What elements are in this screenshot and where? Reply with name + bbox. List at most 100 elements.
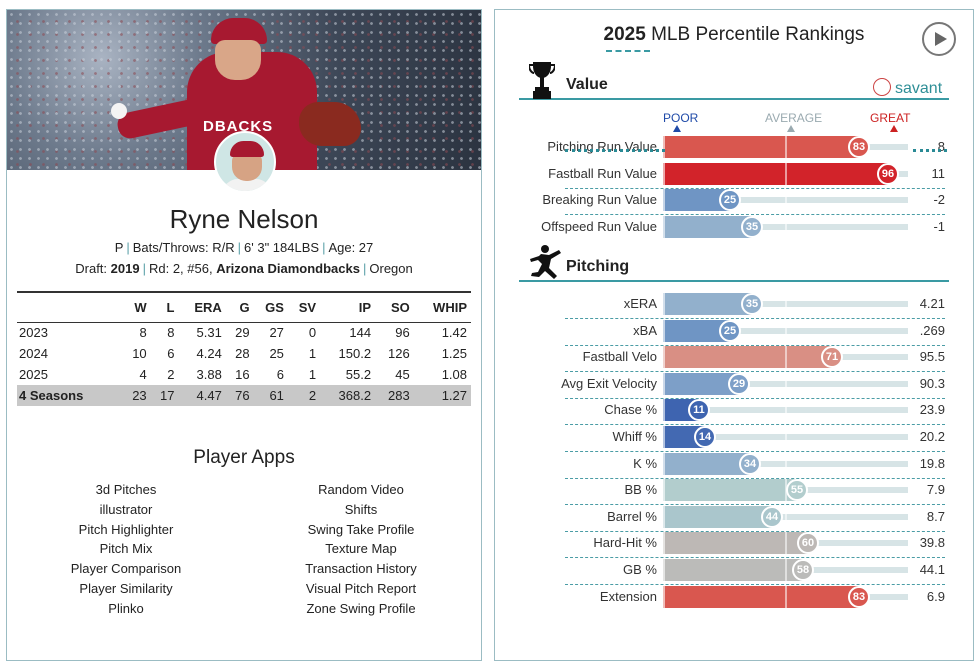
stats-header-w[interactable]: W <box>122 291 151 323</box>
percentile-bubble: 83 <box>848 136 870 158</box>
table-cell: 1.25 <box>441 346 467 361</box>
metric-name: xERA <box>623 296 657 311</box>
app-link-player-similarity[interactable]: Player Similarity <box>79 580 173 596</box>
table-cell: 5.31 <box>196 325 222 341</box>
stats-header-g[interactable]: G <box>225 291 254 323</box>
percentile-bubble: 55 <box>786 479 808 502</box>
app-link-shifts[interactable]: Shifts <box>344 501 378 517</box>
percentile-bubble: 60 <box>797 532 819 555</box>
percentile-fill <box>663 452 750 475</box>
table-cell: 144 <box>349 325 372 341</box>
metric-row-extension[interactable]: Extension 83 6.9 <box>495 585 973 608</box>
percentile-bar: 25 <box>663 189 908 212</box>
metric-row-pitching-run-value[interactable]: Pitching Run Value 83 8 <box>495 136 973 158</box>
value-section-label: Value <box>566 76 608 93</box>
table-cell: 25 <box>269 346 284 361</box>
app-link-random-video[interactable]: Random Video <box>318 482 404 497</box>
app-link-swing-take-profile[interactable]: Swing Take Profile <box>307 521 415 537</box>
app-link-transaction-history[interactable]: Transaction History <box>305 561 417 577</box>
metric-row-fastball-run-value[interactable]: Fastball Run Value 96 11 <box>495 162 973 189</box>
table-cell: 2 <box>167 367 175 382</box>
percentile-bubble: 35 <box>741 216 763 239</box>
baseball-icon <box>873 78 891 96</box>
app-link-texture-map[interactable]: Texture Map <box>325 541 397 557</box>
stats-header-so[interactable]: SO <box>375 291 414 323</box>
scale-average-marker <box>787 125 795 132</box>
percentile-bar: 29 <box>663 372 908 395</box>
percentile-fill <box>663 216 752 239</box>
metric-row-breaking-run-value[interactable]: Breaking Run Value 25 -2 <box>495 189 973 216</box>
metric-row-barrel[interactable]: Barrel % 44 8.7 <box>495 505 973 532</box>
pitching-section-label: Pitching <box>566 258 630 275</box>
percentile-rankings-card: 2025 MLB Percentile Rankings Value savan… <box>494 9 974 661</box>
metric-value: 95.5 <box>919 349 945 365</box>
app-link-player-comparison[interactable]: Player Comparison <box>70 561 182 577</box>
table-cell: 45 <box>395 367 410 382</box>
school: Oregon <box>369 261 413 276</box>
stats-header-l[interactable]: L <box>150 291 179 323</box>
table-cell: 368.2 <box>320 385 376 406</box>
metric-name: xBA <box>633 322 657 338</box>
metric-row-offspeed-run-value[interactable]: Offspeed Run Value 35 -1 <box>495 216 973 239</box>
app-link-pitch-mix[interactable]: Pitch Mix <box>99 541 153 557</box>
percentile-bubble: 29 <box>728 372 750 395</box>
percentile-bar: 71 <box>663 346 908 369</box>
metric-row-hard-hit[interactable]: Hard-Hit % 60 39.8 <box>495 532 973 559</box>
metric-row-bb[interactable]: BB % 55 7.9 <box>495 479 973 506</box>
table-cell: 23 <box>122 385 151 406</box>
bats-throws: Bats/Throws: R/R <box>132 240 235 255</box>
percentile-bubble: 96 <box>877 162 899 185</box>
table-cell: 55.2 <box>345 367 372 382</box>
metric-name: Offspeed Run Value <box>541 219 657 235</box>
player-bio: P | Bats/Throws: R/R | 6' 3" 184LBS | Age: 27 <box>114 240 374 255</box>
metric-value: 19.8 <box>919 455 945 471</box>
metric-name: Breaking Run Value <box>542 192 657 208</box>
table-cell: 2024 <box>19 346 48 361</box>
percentile-bubble: 11 <box>688 399 710 422</box>
stats-header-whip[interactable]: WHIP <box>413 291 471 323</box>
percentile-fill <box>663 505 772 528</box>
stats-header-era[interactable]: ERA <box>178 291 226 323</box>
app-link-illustrator[interactable]: illustrator <box>99 501 153 517</box>
percentile-bar: 44 <box>663 505 908 528</box>
scale-average-label: AVERAGE <box>765 111 823 125</box>
app-link-visual-pitch-report[interactable]: Visual Pitch Report <box>305 580 417 596</box>
metric-row-fastball-velo[interactable]: Fastball Velo 71 95.5 <box>495 346 973 373</box>
stats-header-ip[interactable]: IP <box>320 291 376 323</box>
percentile-fill <box>663 162 888 185</box>
metric-row-chase[interactable]: Chase % 11 23.9 <box>495 399 973 426</box>
app-link-pitch-highlighter[interactable]: Pitch Highlighter <box>78 521 174 537</box>
percentile-fill <box>663 319 730 342</box>
metric-name: Fastball Velo <box>582 349 657 365</box>
savant-logo[interactable]: savant <box>873 78 942 98</box>
metric-name: GB % <box>623 562 657 577</box>
percentile-fill <box>663 189 730 212</box>
percentile-bubble: 25 <box>719 189 741 212</box>
metric-row-k[interactable]: K % 34 19.8 <box>495 452 973 479</box>
percentile-fill <box>663 136 859 158</box>
metric-row-xba[interactable]: xBA 25 .269 <box>495 319 973 346</box>
table-cell: 2 <box>287 385 321 406</box>
app-link-zone-swing-profile[interactable]: Zone Swing Profile <box>306 600 416 616</box>
metric-row-avg-exit-velocity[interactable]: Avg Exit Velocity 29 90.3 <box>495 372 973 399</box>
percentile-fill <box>663 293 752 315</box>
percentile-bubble: 35 <box>741 293 763 315</box>
percentile-bar: 35 <box>663 293 908 315</box>
play-icon[interactable] <box>922 22 956 56</box>
percentile-bar: 83 <box>663 136 908 158</box>
metric-name: Avg Exit Velocity <box>561 375 657 391</box>
metric-row-gb[interactable]: GB % 58 44.1 <box>495 559 973 585</box>
stats-header-gs[interactable]: GS <box>253 291 288 323</box>
table-row: 2023 8 8 5.31 29 27 0 144 96 1.42 <box>17 322 471 343</box>
stats-header-season[interactable] <box>17 291 123 323</box>
table-row: 2024 10 6 4.24 28 25 1 150.2 126 1.25 <box>17 343 471 364</box>
metric-name: BB % <box>624 482 657 498</box>
app-link-3d-pitches[interactable]: 3d Pitches <box>95 482 157 497</box>
percentile-fill <box>663 585 859 608</box>
metric-value: 23.9 <box>919 402 945 418</box>
metric-row-xera[interactable]: xERA 35 4.21 <box>495 293 973 319</box>
player-apps-list-left: 3d Pitches illustrator Pitch Highlighter Pi… <box>26 480 226 619</box>
stats-header-sv[interactable]: SV <box>287 291 321 323</box>
app-link-plinko[interactable]: Plinko <box>108 600 144 616</box>
metric-row-whiff[interactable]: Whiff % 14 20.2 <box>495 426 973 452</box>
